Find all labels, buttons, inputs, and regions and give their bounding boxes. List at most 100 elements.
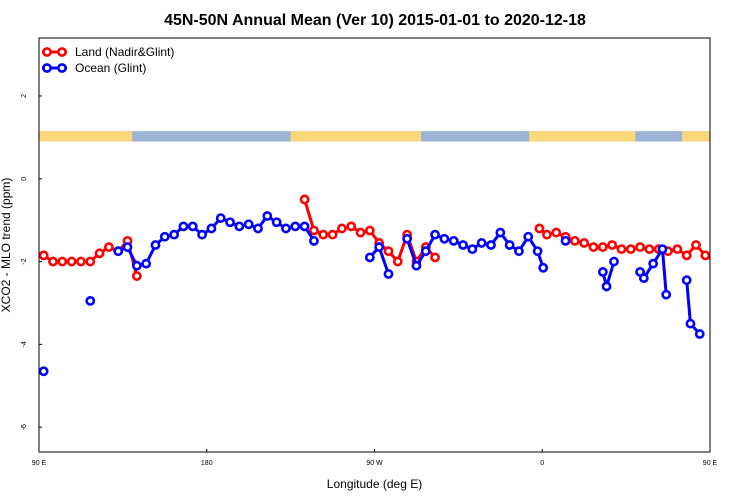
y-axis-label: XCO2 - MLO trend (ppm) xyxy=(0,178,13,313)
data-point xyxy=(327,229,338,240)
y-tick-label: -4 xyxy=(21,341,28,347)
map-land xyxy=(39,131,133,142)
data-point xyxy=(271,217,282,228)
data-point xyxy=(262,211,273,221)
data-point xyxy=(691,240,701,250)
data-point xyxy=(601,281,612,292)
data-point xyxy=(597,267,608,277)
data-point xyxy=(569,235,580,246)
data-point xyxy=(657,244,668,255)
data-point xyxy=(364,225,375,236)
chart-title: 45N-50N Annual Mean (Ver 10) 2015-01-01 … xyxy=(164,12,586,29)
legend-swatch-point xyxy=(57,63,67,73)
data-point xyxy=(150,240,161,250)
data-point xyxy=(113,246,124,257)
data-point xyxy=(281,223,291,234)
data-point xyxy=(685,318,696,329)
data-point xyxy=(538,262,549,273)
data-point xyxy=(648,258,659,269)
data-point xyxy=(439,233,450,244)
data-point xyxy=(66,256,77,267)
data-point xyxy=(579,238,590,248)
data-point xyxy=(560,235,571,246)
data-point xyxy=(94,248,105,259)
data-point xyxy=(430,229,440,240)
data-point xyxy=(169,229,180,240)
map-land xyxy=(290,131,422,142)
data-point xyxy=(616,244,627,255)
data-point xyxy=(739,258,746,265)
data-point xyxy=(197,229,207,240)
data-point xyxy=(103,242,114,252)
y-tick-label: 0 xyxy=(21,177,28,181)
data-point xyxy=(364,252,375,263)
data-point xyxy=(159,231,170,242)
data-point xyxy=(597,242,608,252)
data-point xyxy=(346,221,357,232)
data-point xyxy=(700,250,710,261)
axes: 2 0 -2 -4 -6 90 E 180 90 W 0 90 E xyxy=(21,94,718,467)
data-point xyxy=(514,246,524,257)
data-point xyxy=(39,366,49,377)
data-point xyxy=(448,235,459,246)
series-line xyxy=(117,213,316,268)
data-point xyxy=(458,240,468,250)
data-point xyxy=(76,256,86,267)
data-point xyxy=(131,271,142,281)
y-tick-label: 2 xyxy=(21,94,28,98)
series-line xyxy=(405,230,545,270)
data-point xyxy=(534,223,545,234)
data-series xyxy=(39,194,746,377)
data-point xyxy=(635,242,646,252)
data-point xyxy=(476,238,487,248)
data-point xyxy=(609,256,619,267)
legend-swatch-point xyxy=(57,47,67,57)
data-point xyxy=(178,221,189,232)
data-point xyxy=(290,221,301,232)
data-point xyxy=(187,221,198,232)
data-point xyxy=(709,369,710,373)
data-point xyxy=(638,273,649,284)
map-land xyxy=(682,131,710,142)
data-point xyxy=(681,275,692,286)
data-point xyxy=(383,246,394,257)
data-point xyxy=(299,221,310,232)
data-point xyxy=(206,223,217,234)
series-land xyxy=(39,194,746,281)
data-point xyxy=(215,213,226,223)
data-point xyxy=(234,221,245,232)
data-point xyxy=(225,217,235,228)
data-point xyxy=(672,244,683,255)
legend-label: Land (Nadir&Glint) xyxy=(75,45,174,59)
series-ocean xyxy=(39,211,710,377)
data-point xyxy=(122,242,133,252)
x-axis-label: Longitude (deg E) xyxy=(327,477,422,491)
data-point xyxy=(551,227,562,238)
x-tick-label: 90 E xyxy=(703,460,718,467)
data-point xyxy=(141,258,152,269)
data-point xyxy=(57,256,68,267)
data-point xyxy=(402,233,413,244)
x-tick-label: 0 xyxy=(540,460,544,467)
data-point xyxy=(661,289,672,300)
legend: Land (Nadir&Glint) Ocean (Glint) xyxy=(42,45,174,75)
data-point xyxy=(243,219,254,230)
data-point xyxy=(336,223,347,234)
data-point xyxy=(39,250,49,261)
data-point xyxy=(644,244,655,255)
data-point xyxy=(694,329,705,339)
data-point xyxy=(681,250,692,261)
data-point xyxy=(131,260,142,271)
data-point xyxy=(523,231,534,242)
data-point xyxy=(392,256,403,267)
data-point xyxy=(542,229,552,240)
data-point xyxy=(383,269,394,279)
data-point xyxy=(730,258,737,265)
x-tick-label: 90 W xyxy=(366,460,383,467)
data-point xyxy=(625,244,636,255)
x-tick-label: 90 E xyxy=(32,460,47,467)
data-point xyxy=(467,244,478,255)
data-point xyxy=(420,246,431,257)
y-tick-label: -2 xyxy=(21,258,28,264)
